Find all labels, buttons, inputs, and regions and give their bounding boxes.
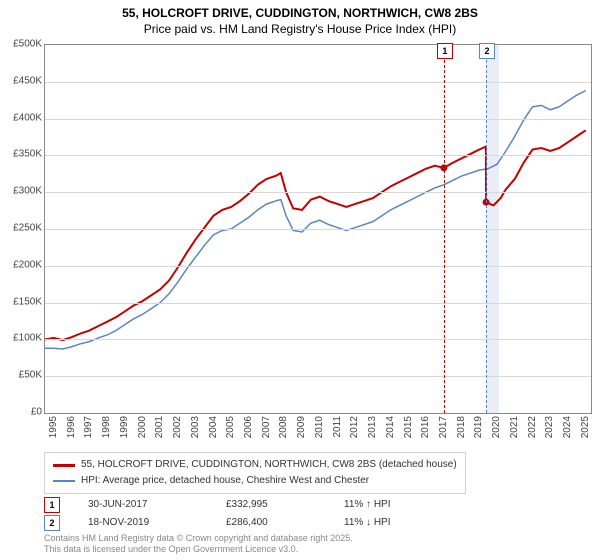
x-tick-label: 1999	[119, 416, 130, 438]
x-tick-label: 2000	[137, 416, 148, 438]
legend-swatch	[53, 464, 75, 467]
x-tick-label: 2007	[261, 416, 272, 438]
sale-row-badge: 2	[44, 515, 60, 531]
chart-subtitle: Price paid vs. HM Land Registry's House …	[0, 22, 600, 38]
legend-box: 55, HOLCROFT DRIVE, CUDDINGTON, NORTHWIC…	[44, 452, 466, 494]
y-tick-label: £100K	[0, 333, 42, 344]
x-tick-label: 2019	[473, 416, 484, 438]
x-tick-label: 2003	[190, 416, 201, 438]
gridline	[45, 119, 591, 120]
x-tick-label: 2012	[349, 416, 360, 438]
y-tick-label: £50K	[0, 370, 42, 381]
sale-marker-line	[486, 45, 487, 413]
x-tick-label: 2010	[314, 416, 325, 438]
sale-row: 2 18-NOV-2019 £286,400 11% ↓ HPI	[44, 514, 434, 532]
x-tick-label: 2008	[278, 416, 289, 438]
sale-price: £286,400	[226, 514, 316, 532]
sale-price: £332,995	[226, 496, 316, 514]
y-tick-label: £0	[0, 407, 42, 418]
x-tick-label: 2021	[509, 416, 520, 438]
x-tick-label: 2025	[580, 416, 591, 438]
footer-line: This data is licensed under the Open Gov…	[44, 544, 353, 556]
sales-table: 1 30-JUN-2017 £332,995 11% ↑ HPI 2 18-NOV-201…	[44, 496, 434, 532]
y-tick-label: £450K	[0, 75, 42, 86]
x-tick-label: 2017	[438, 416, 449, 438]
legend-label: HPI: Average price, detached house, Ches…	[81, 473, 369, 489]
y-tick-label: £500K	[0, 39, 42, 50]
legend-item: HPI: Average price, detached house, Ches…	[53, 473, 457, 489]
x-tick-label: 2009	[296, 416, 307, 438]
y-tick-label: £350K	[0, 149, 42, 160]
x-tick-label: 2016	[420, 416, 431, 438]
gridline	[45, 192, 591, 193]
y-tick-label: £400K	[0, 112, 42, 123]
sale-marker-line	[444, 45, 445, 413]
x-tick-label: 2020	[491, 416, 502, 438]
x-tick-label: 1997	[83, 416, 94, 438]
y-tick-label: £300K	[0, 186, 42, 197]
legend-label: 55, HOLCROFT DRIVE, CUDDINGTON, NORTHWIC…	[81, 457, 457, 473]
x-tick-label: 2013	[367, 416, 378, 438]
x-tick-label: 2023	[544, 416, 555, 438]
sale-date: 18-NOV-2019	[88, 514, 198, 532]
x-tick-label: 2018	[456, 416, 467, 438]
y-tick-label: £250K	[0, 223, 42, 234]
x-tick-label: 2015	[403, 416, 414, 438]
footer-attribution: Contains HM Land Registry data © Crown c…	[44, 533, 353, 556]
x-tick-label: 1996	[66, 416, 77, 438]
legend-swatch	[53, 480, 75, 482]
sale-marker-badge: 2	[479, 43, 495, 59]
x-tick-label: 2014	[385, 416, 396, 438]
x-tick-label: 2001	[154, 416, 165, 438]
gridline	[45, 82, 591, 83]
footer-line: Contains HM Land Registry data © Crown c…	[44, 533, 353, 545]
x-tick-label: 2024	[562, 416, 573, 438]
gridline	[45, 155, 591, 156]
x-tick-label: 2004	[208, 416, 219, 438]
chart-plot-area: 12	[44, 44, 592, 414]
x-tick-label: 2006	[243, 416, 254, 438]
series-line	[45, 130, 586, 340]
sale-row-badge: 1	[44, 497, 60, 513]
y-tick-label: £200K	[0, 259, 42, 270]
x-tick-label: 2022	[527, 416, 538, 438]
sale-diff: 11% ↑ HPI	[344, 496, 434, 514]
legend-item: 55, HOLCROFT DRIVE, CUDDINGTON, NORTHWIC…	[53, 457, 457, 473]
sale-date: 30-JUN-2017	[88, 496, 198, 514]
x-tick-label: 2005	[225, 416, 236, 438]
x-tick-label: 2002	[172, 416, 183, 438]
gridline	[45, 266, 591, 267]
y-tick-label: £150K	[0, 296, 42, 307]
gridline	[45, 229, 591, 230]
x-tick-label: 1995	[48, 416, 59, 438]
chart-title: 55, HOLCROFT DRIVE, CUDDINGTON, NORTHWIC…	[0, 0, 600, 22]
gridline	[45, 303, 591, 304]
sale-marker-badge: 1	[437, 43, 453, 59]
x-tick-label: 2011	[332, 416, 343, 438]
x-tick-label: 1998	[101, 416, 112, 438]
sale-diff: 11% ↓ HPI	[344, 514, 434, 532]
sale-row: 1 30-JUN-2017 £332,995 11% ↑ HPI	[44, 496, 434, 514]
gridline	[45, 376, 591, 377]
gridline	[45, 339, 591, 340]
